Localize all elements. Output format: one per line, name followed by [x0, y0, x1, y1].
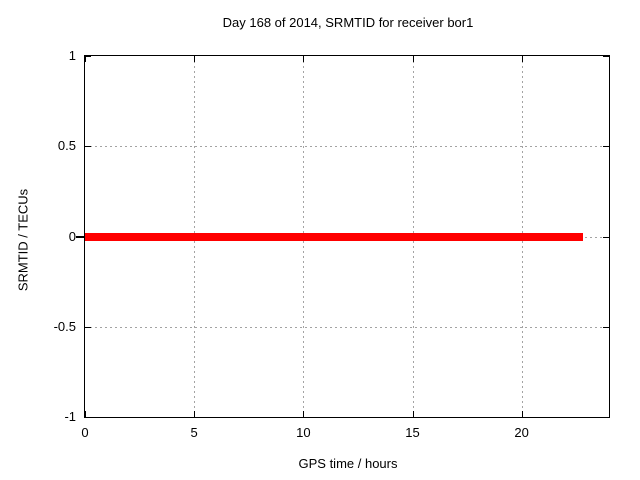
x-tick-mark-top [194, 56, 196, 62]
y-tick-mark-right [603, 417, 609, 418]
x-tick-mark-bottom [85, 411, 86, 417]
data-series-line [85, 232, 583, 241]
x-tick-mark-top [85, 56, 86, 62]
y-gridline [85, 326, 609, 328]
y-tick-mark-right [603, 146, 609, 148]
x-tick-label: 0 [81, 425, 89, 440]
x-tick-mark-bottom [194, 411, 196, 417]
x-axis-label: GPS time / hours [298, 456, 398, 471]
x-tick-mark-bottom [521, 411, 523, 417]
y-tick-mark-right [603, 56, 609, 57]
x-tick-mark-top [303, 56, 305, 62]
x-tick-mark-top [412, 56, 414, 62]
y-tick-mark-left [85, 56, 91, 57]
x-tick-mark-bottom [412, 411, 414, 417]
chart-title: Day 168 of 2014, SRMTID for receiver bor… [222, 15, 474, 30]
y-tick-mark-right [603, 326, 609, 328]
y-tick-label: 0.5 [57, 138, 76, 154]
y-tick-label: -0.5 [53, 318, 76, 334]
y-tick-label: 0 [68, 228, 76, 244]
x-tick-label: 10 [296, 425, 311, 440]
x-tick-mark-top [521, 56, 523, 62]
y-tick-mark-right [603, 236, 609, 238]
y-tick-label: -1 [64, 409, 76, 424]
plot-inner [85, 56, 609, 418]
y-tick-mark-left [85, 326, 91, 328]
y-gridline [85, 146, 609, 148]
y-tick-mark-left [85, 417, 91, 418]
y-tick-label: 1 [68, 48, 76, 63]
x-tick-label: 5 [190, 425, 198, 440]
x-tick-mark-bottom [303, 411, 305, 417]
y-tick-mark-left [85, 146, 91, 148]
x-tick-label: 15 [405, 425, 420, 440]
x-tick-label: 20 [514, 425, 529, 440]
plot-area [84, 55, 610, 418]
y-zero-outer-tick-mark [76, 236, 85, 238]
